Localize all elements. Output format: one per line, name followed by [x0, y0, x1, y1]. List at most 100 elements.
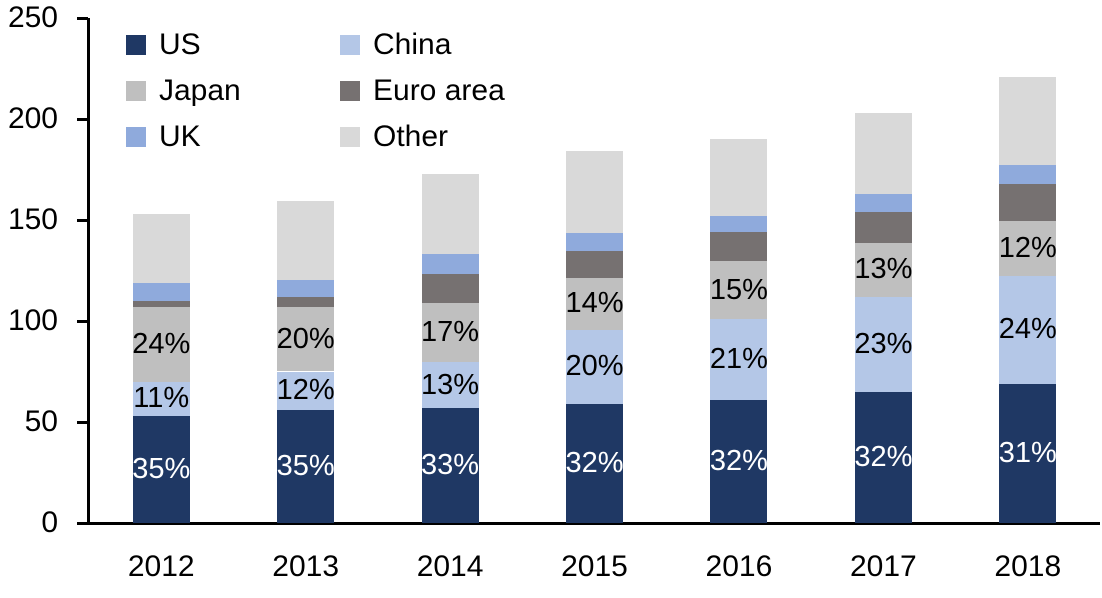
legend-item-japan: Japan — [126, 68, 340, 114]
bar-2015: 32% 20% 14% — [565, 0, 624, 523]
x-tick-label: 2014 — [416, 550, 484, 583]
bar-segment-japan: 20% — [277, 306, 335, 372]
segment-percent-label: 32% — [565, 446, 624, 479]
bar-segment-other — [421, 173, 479, 255]
bar-segment-other — [710, 139, 768, 216]
x-tick-label: 2012 — [127, 550, 195, 583]
bar-segment-us: 32% — [709, 399, 768, 523]
segment-percent-label: 35% — [132, 452, 191, 485]
bar-segment-uk — [566, 233, 623, 252]
legend-label: Other — [373, 120, 449, 153]
bar-segment-china: 24% — [998, 275, 1057, 384]
bar-segment-japan: 24% — [132, 306, 191, 382]
bar-segment-us: 33% — [421, 407, 480, 523]
y-axis-tick — [77, 420, 88, 424]
bar-segment-euro-area — [132, 300, 190, 307]
bar-segment-us: 35% — [276, 409, 335, 523]
bar-2018: 31% 24% 12% — [998, 0, 1057, 523]
segment-percent-label: 11% — [133, 382, 190, 415]
segment-percent-label: 23% — [854, 327, 913, 360]
bar-segment-other — [566, 151, 623, 234]
legend-item-china: China — [340, 22, 554, 68]
bar-segment-china: 23% — [854, 296, 913, 392]
segment-percent-label: 13% — [421, 368, 480, 401]
bar-segment-us: 32% — [854, 391, 913, 523]
segment-percent-label: 24% — [998, 313, 1057, 346]
bar-segment-uk — [999, 165, 1057, 184]
y-axis-tick — [77, 117, 88, 121]
segment-percent-label: 13% — [854, 253, 913, 286]
y-axis-tick — [77, 319, 88, 323]
legend-swatch-icon — [340, 127, 360, 147]
bar-segment-uk — [854, 193, 912, 212]
bar-segment-euro-area — [566, 251, 623, 278]
y-axis-tick — [77, 218, 88, 222]
legend-item-euro-area: Euro area — [340, 68, 554, 114]
y-tick-label: 200 — [7, 102, 58, 135]
bar-segment-japan: 15% — [709, 261, 768, 319]
legend-label: Euro area — [373, 74, 505, 107]
bar-segment-other — [277, 200, 335, 280]
bar-segment-japan: 13% — [854, 243, 913, 297]
legend-label: China — [373, 28, 452, 61]
bar-segment-euro-area — [710, 232, 768, 262]
bar-segment-us: 35% — [132, 415, 191, 523]
y-tick-label: 0 — [41, 506, 58, 539]
legend-item-uk: UK — [126, 114, 340, 160]
bar-segment-japan: 12% — [998, 221, 1057, 276]
y-axis-tick — [77, 521, 88, 525]
bar-segment-other — [132, 213, 190, 283]
y-axis-tick — [77, 16, 88, 20]
x-tick-label: 2016 — [705, 550, 773, 583]
segment-percent-label: 14% — [565, 287, 624, 320]
bar-segment-other — [999, 76, 1057, 166]
segment-percent-label: 32% — [854, 440, 913, 473]
bar-2017: 32% 23% 13% — [854, 0, 913, 523]
bar-segment-china: 12% — [276, 371, 335, 410]
bar-segment-other — [854, 112, 912, 194]
bar-2012: 35% 11% 24% — [132, 0, 191, 523]
segment-percent-label: 12% — [998, 231, 1057, 264]
bar-segment-uk — [132, 282, 190, 301]
x-tick-label: 2015 — [561, 550, 628, 583]
bar-segment-china: 11% — [132, 381, 190, 416]
legend-swatch-icon — [340, 81, 360, 101]
legend-swatch-icon — [126, 127, 146, 147]
bar-segment-us: 31% — [999, 383, 1057, 523]
segment-percent-label: 33% — [421, 448, 480, 481]
bar-segment-china: 20% — [565, 330, 624, 404]
segment-percent-label: 32% — [709, 444, 768, 477]
legend-item-us: US — [126, 22, 340, 68]
bar-segment-us: 32% — [565, 403, 624, 523]
legend: US China Japan Euro area UK Other — [126, 22, 554, 160]
y-tick-label: 150 — [7, 203, 58, 236]
bar-segment-euro-area — [999, 183, 1057, 221]
bar-segment-china: 21% — [709, 318, 768, 400]
bar-segment-uk — [277, 279, 335, 297]
segment-percent-label: 24% — [132, 327, 191, 360]
legend-swatch-icon — [126, 81, 146, 101]
bar-segment-euro-area — [277, 296, 335, 307]
bar-2014: 33% 13% 17% — [421, 0, 480, 523]
legend-swatch-icon — [126, 35, 146, 55]
y-tick-label: 250 — [7, 1, 58, 34]
legend-item-other: Other — [340, 114, 554, 160]
y-tick-label: 100 — [7, 304, 58, 337]
segment-percent-label: 17% — [421, 316, 480, 349]
legend-label: US — [159, 28, 201, 61]
bar-segment-japan: 14% — [565, 277, 624, 331]
y-axis-line — [87, 18, 90, 525]
segment-percent-label: 20% — [565, 350, 624, 383]
bar-segment-uk — [421, 254, 479, 274]
segment-percent-label: 35% — [276, 449, 335, 482]
segment-percent-label: 21% — [709, 342, 768, 375]
legend-swatch-icon — [340, 35, 360, 55]
y-tick-label: 50 — [24, 405, 58, 438]
segment-percent-label: 15% — [709, 273, 768, 306]
bar-2013: 35% 12% 20% — [276, 0, 335, 523]
legend-label: UK — [159, 120, 201, 153]
segment-percent-label: 12% — [276, 374, 335, 407]
legend-label: Japan — [159, 74, 241, 107]
bar-segment-euro-area — [854, 211, 912, 244]
x-tick-label: 2017 — [849, 550, 917, 583]
